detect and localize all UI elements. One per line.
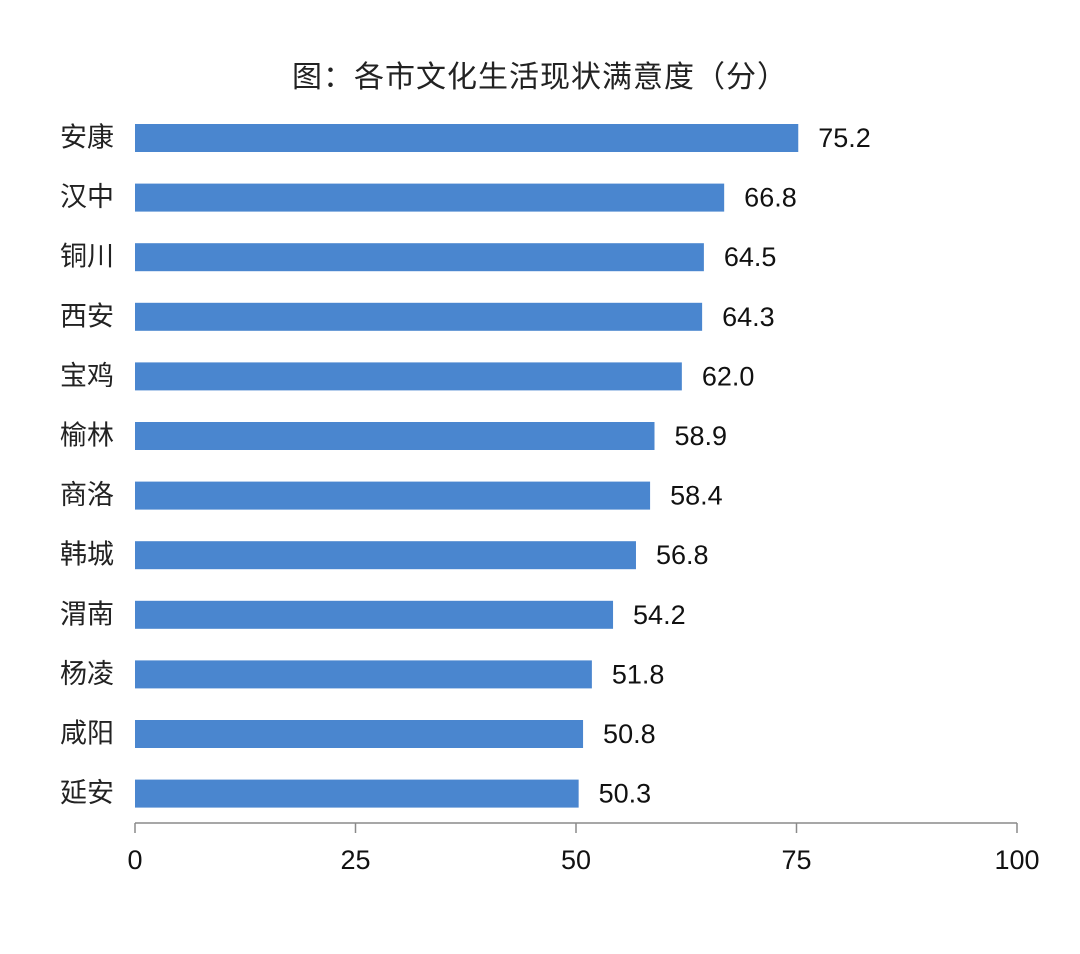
bar-0 (135, 124, 799, 152)
x-tick-label: 100 (994, 845, 1039, 875)
value-label: 51.8 (612, 659, 665, 689)
category-label: 铜川 (60, 242, 114, 273)
bar-6 (135, 481, 651, 510)
bar-5 (135, 422, 655, 450)
bar-2 (135, 243, 704, 272)
value-labels-group: 75.2 66.8 64.5 64.3 62.0 58.9 58.4 56.8 54.2 51.8… (599, 123, 871, 809)
value-label: 62.0 (702, 361, 755, 391)
bar-1 (135, 183, 725, 212)
bar-7 (135, 541, 636, 570)
value-label: 54.2 (633, 600, 686, 630)
bars-group (135, 124, 799, 808)
category-label: 安康 (60, 123, 114, 154)
category-label: 咸阳 (60, 719, 114, 750)
x-tick-label: 50 (561, 845, 591, 875)
category-label: 杨凌 (60, 659, 114, 690)
value-label: 56.8 (656, 540, 709, 570)
category-label: 渭南 (60, 599, 114, 630)
category-label: 西安 (60, 301, 114, 332)
value-label: 64.5 (724, 242, 777, 272)
category-label: 榆林 (60, 421, 114, 452)
value-label: 66.8 (744, 183, 797, 213)
chart-title: 图：各市文化生活现状满意度（分） (292, 60, 788, 95)
bar-11 (135, 779, 579, 808)
bar-8 (135, 600, 614, 629)
value-label: 58.9 (674, 421, 727, 451)
value-label: 75.2 (818, 123, 871, 153)
x-tick-label: 25 (340, 845, 370, 875)
category-label: 延安 (60, 778, 114, 809)
value-label: 64.3 (722, 302, 775, 332)
category-label: 商洛 (60, 480, 114, 511)
value-label: 50.8 (603, 719, 656, 749)
x-tick-label: 75 (781, 845, 811, 875)
value-label: 50.3 (599, 779, 652, 809)
bar-3 (135, 302, 703, 331)
bar-10 (135, 720, 584, 748)
x-tick-label: 0 (127, 845, 142, 875)
x-axis: 0 25 50 75 100 (127, 822, 1040, 875)
category-label: 汉中 (60, 182, 114, 213)
value-label: 58.4 (670, 481, 723, 511)
bar-4 (135, 362, 682, 391)
category-label: 韩城 (60, 540, 114, 571)
category-label: 宝鸡 (60, 361, 114, 392)
bar-9 (135, 660, 592, 689)
